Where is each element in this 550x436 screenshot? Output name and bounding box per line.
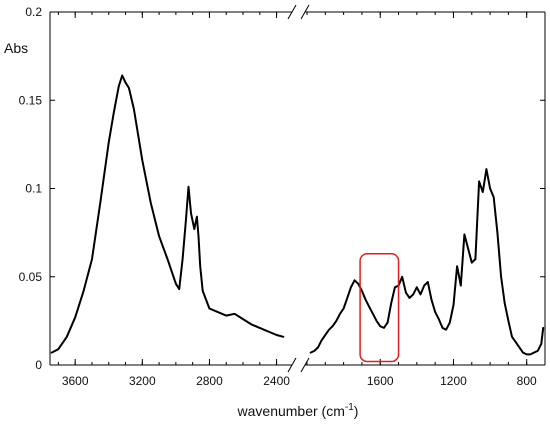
- x-tick-label: 2800: [196, 374, 223, 388]
- plot-layer: [50, 74, 545, 356]
- annotation-layer: [359, 253, 400, 363]
- y-tick-label: 0.2: [25, 5, 42, 19]
- x-axis-label-main: wavenumber (cm: [237, 403, 345, 419]
- x-axis-label: wavenumber (cm-1): [237, 402, 359, 419]
- x-tick-label: 3600: [62, 374, 89, 388]
- axis-break-mark: [287, 4, 297, 20]
- axis-break-gap-bottom: [292, 362, 305, 368]
- x-tick-label: 1200: [440, 374, 467, 388]
- y-tick-label: 0: [35, 358, 42, 372]
- axis-break-mark: [287, 357, 297, 373]
- y-tick-label: 0.1: [25, 182, 42, 196]
- spectrum-line-segment: [309, 168, 545, 356]
- x-axis-label-tail: ): [354, 403, 359, 419]
- axes-layer: 0 0.05 0.1 0.15 0.2 3600 3200 2800 2400 1600 1200 8…: [19, 4, 546, 388]
- axis-break-mark: [300, 4, 310, 20]
- highlight-box: [359, 253, 400, 363]
- y-axis-label: Abs: [4, 40, 28, 56]
- x-tick-label: 1600: [367, 374, 394, 388]
- x-tick-label: 800: [517, 374, 537, 388]
- x-tick-label: 2400: [263, 374, 290, 388]
- label-layer: Abs wavenumber (cm-1): [4, 40, 358, 419]
- spectrum-line-segment: [50, 74, 285, 354]
- y-tick-label: 0.05: [19, 270, 43, 284]
- x-axis-label-sup: -1: [345, 402, 354, 413]
- y-tick-label: 0.15: [19, 93, 43, 107]
- x-tick-label: 3200: [129, 374, 156, 388]
- axis-break-gap-top: [292, 9, 305, 15]
- axis-break-mark: [300, 357, 310, 373]
